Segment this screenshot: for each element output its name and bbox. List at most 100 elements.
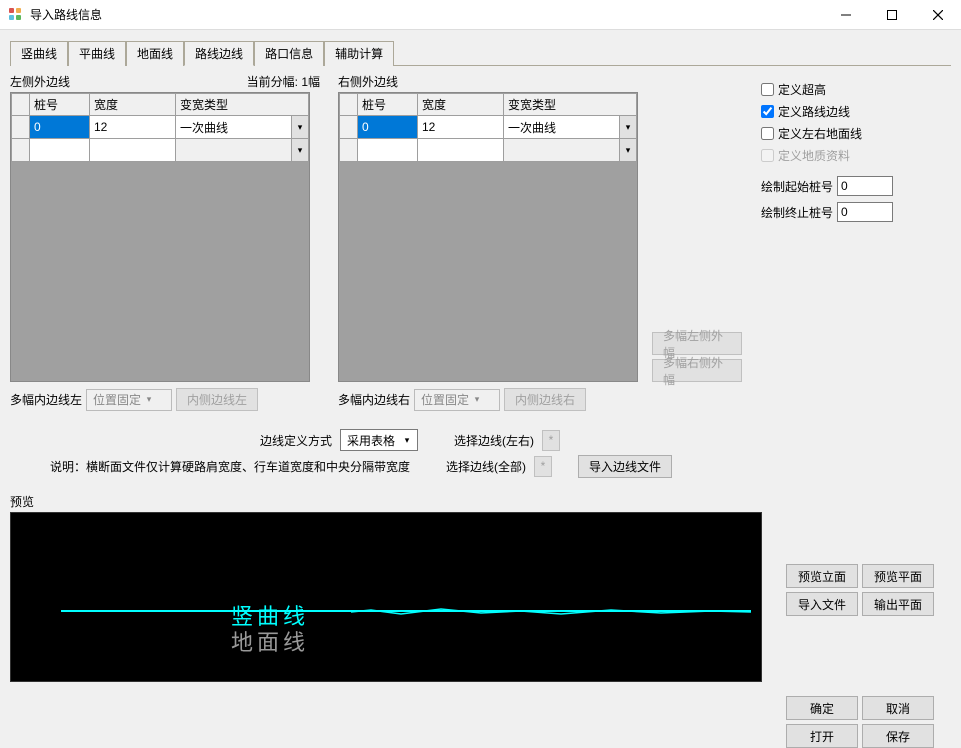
left-row2-header[interactable] (12, 139, 30, 162)
export-plan-button[interactable]: 输出平面 (862, 592, 934, 616)
chevron-down-icon: ▾ (469, 394, 485, 405)
right-row1-width[interactable]: 12 (418, 116, 504, 139)
draw-end-input[interactable] (837, 202, 893, 222)
open-button[interactable]: 打开 (786, 724, 858, 748)
select-lr-button: * (542, 430, 560, 451)
tab-intersection[interactable]: 路口信息 (254, 41, 324, 66)
right-row2-header[interactable] (340, 139, 358, 162)
note-label: 说明：横断面文件仅计算硬路肩宽度、行车道宽度和中央分隔带宽度 (50, 458, 410, 475)
draw-end-row: 绘制终止桩号 (761, 200, 951, 224)
maximize-button[interactable] (869, 0, 915, 30)
right-col-type[interactable]: 变宽类型 (504, 94, 637, 116)
select-all-label: 选择边线(全部) (446, 458, 526, 475)
tab-aux-calc[interactable]: 辅助计算 (324, 41, 394, 66)
right-row2-type[interactable]: ▾ (504, 139, 637, 162)
chk-ground-row: 定义左右地面线 (761, 122, 951, 144)
tab-vertical-curve[interactable]: 竖曲线 (10, 41, 68, 66)
right-inner-row: 多幅内边线右 位置固定▾ 内侧边线右 (338, 388, 648, 411)
tab-horizontal-curve[interactable]: 平曲线 (68, 41, 126, 66)
chk-edge-row: 定义路线边线 (761, 100, 951, 122)
preview-plan-button[interactable]: 预览平面 (862, 564, 934, 588)
cancel-button[interactable]: 取消 (862, 696, 934, 720)
select-lr-label: 选择边线(左右) (454, 432, 534, 449)
left-row2-type[interactable]: ▾ (176, 139, 309, 162)
right-row2-width[interactable] (418, 139, 504, 162)
chevron-down-icon[interactable]: ▾ (291, 139, 308, 161)
client-area: 竖曲线 平曲线 地面线 路线边线 路口信息 辅助计算 左侧外边线 当前分幅: 1… (0, 30, 961, 720)
left-row1-stake[interactable]: 0 (30, 116, 90, 139)
edge-definition-controls: 边线定义方式 采用表格▾ 选择边线(左右) * 说明：横断面文件仅计算硬路肩宽度… (10, 427, 951, 479)
current-split-label: 当前分幅: 1幅 (247, 73, 320, 90)
chk-edge[interactable] (761, 105, 774, 118)
tab-ground-line[interactable]: 地面线 (126, 41, 184, 66)
table-row[interactable]: 0 12 一次曲线 ▾ (12, 116, 309, 139)
chevron-down-icon[interactable]: ▾ (619, 116, 636, 138)
multi-outer-buttons: 多幅左侧外幅 多幅右侧外幅 (652, 92, 742, 382)
right-col-stake[interactable]: 桩号 (358, 94, 418, 116)
left-row2-stake[interactable] (30, 139, 90, 162)
draw-start-input[interactable] (837, 176, 893, 196)
preview-elevation-button[interactable]: 预览立面 (786, 564, 858, 588)
chevron-down-icon: ▾ (399, 435, 415, 446)
tab-route-edge[interactable]: 路线边线 (184, 41, 254, 66)
draw-start-label: 绘制起始桩号 (761, 178, 833, 195)
right-row1-type[interactable]: 一次曲线 ▾ (504, 116, 637, 139)
left-col-type[interactable]: 变宽类型 (176, 94, 309, 116)
right-grid-table: 桩号 宽度 变宽类型 0 12 一次曲线 ▾ (339, 93, 637, 162)
chk-geo (761, 149, 774, 162)
right-row1-type-text: 一次曲线 (504, 116, 619, 138)
left-row1-type[interactable]: 一次曲线 ▾ (176, 116, 309, 139)
chk-superelevation[interactable] (761, 83, 774, 96)
chevron-down-icon[interactable]: ▾ (291, 116, 308, 138)
preview-buttons: 预览立面 预览平面 导入文件 输出平面 (786, 564, 956, 616)
chevron-down-icon: ▾ (141, 394, 157, 405)
right-grid[interactable]: 桩号 宽度 变宽类型 0 12 一次曲线 ▾ (338, 92, 638, 382)
chevron-down-icon[interactable]: ▾ (619, 139, 636, 161)
left-row2-width[interactable] (90, 139, 176, 162)
minimize-button[interactable] (823, 0, 869, 30)
chk-superelevation-label: 定义超高 (778, 81, 826, 98)
save-button[interactable]: 保存 (862, 724, 934, 748)
left-inner-combo: 位置固定▾ (86, 389, 172, 411)
import-edge-file-button[interactable]: 导入边线文件 (578, 455, 672, 478)
titlebar: 导入路线信息 (0, 0, 961, 30)
chk-edge-label: 定义路线边线 (778, 103, 850, 120)
select-all-button: * (534, 456, 552, 477)
options-panel: 定义超高 定义路线边线 定义左右地面线 定义地质资料 绘制起始桩号 (761, 72, 951, 411)
left-col-width[interactable]: 宽度 (90, 94, 176, 116)
draw-end-label: 绘制终止桩号 (761, 204, 833, 221)
left-col-stake[interactable]: 桩号 (30, 94, 90, 116)
table-row[interactable]: ▾ (12, 139, 309, 162)
left-inner-button: 内侧边线左 (176, 388, 258, 411)
left-row1-header[interactable] (12, 116, 30, 139)
left-grid-corner[interactable] (12, 94, 30, 116)
right-panel-label: 右侧外边线 (338, 73, 398, 90)
table-row[interactable]: ▾ (340, 139, 637, 162)
chk-ground-label: 定义左右地面线 (778, 125, 862, 142)
right-grid-corner[interactable] (340, 94, 358, 116)
window-title: 导入路线信息 (30, 6, 102, 23)
ok-button[interactable]: 确定 (786, 696, 858, 720)
right-row2-stake[interactable] (358, 139, 418, 162)
left-grid[interactable]: 桩号 宽度 变宽类型 0 12 一次曲线 ▾ (10, 92, 310, 382)
import-file-button[interactable]: 导入文件 (786, 592, 858, 616)
right-inner-button: 内侧边线右 (504, 388, 586, 411)
close-button[interactable] (915, 0, 961, 30)
tab-strip: 竖曲线 平曲线 地面线 路线边线 路口信息 辅助计算 (10, 40, 951, 66)
right-row1-stake[interactable]: 0 (358, 116, 418, 139)
left-panel-label: 左侧外边线 (10, 73, 70, 90)
app-window: 导入路线信息 竖曲线 平曲线 地面线 路线边线 路口信息 辅助计算 左侧外边线 (0, 0, 961, 720)
left-grid-table: 桩号 宽度 变宽类型 0 12 一次曲线 ▾ (11, 93, 309, 162)
chk-geo-label: 定义地质资料 (778, 147, 850, 164)
left-inner-label: 多幅内边线左 (10, 391, 82, 408)
right-row1-header[interactable] (340, 116, 358, 139)
edge-def-combo[interactable]: 采用表格▾ (340, 429, 418, 451)
left-row1-width[interactable]: 12 (90, 116, 176, 139)
left-row1-type-text: 一次曲线 (176, 116, 291, 138)
table-row[interactable]: 0 12 一次曲线 ▾ (340, 116, 637, 139)
right-col-width[interactable]: 宽度 (418, 94, 504, 116)
multi-right-outer-button: 多幅右侧外幅 (652, 359, 742, 382)
draw-start-row: 绘制起始桩号 (761, 174, 951, 198)
maximize-icon (887, 10, 897, 20)
chk-ground[interactable] (761, 127, 774, 140)
